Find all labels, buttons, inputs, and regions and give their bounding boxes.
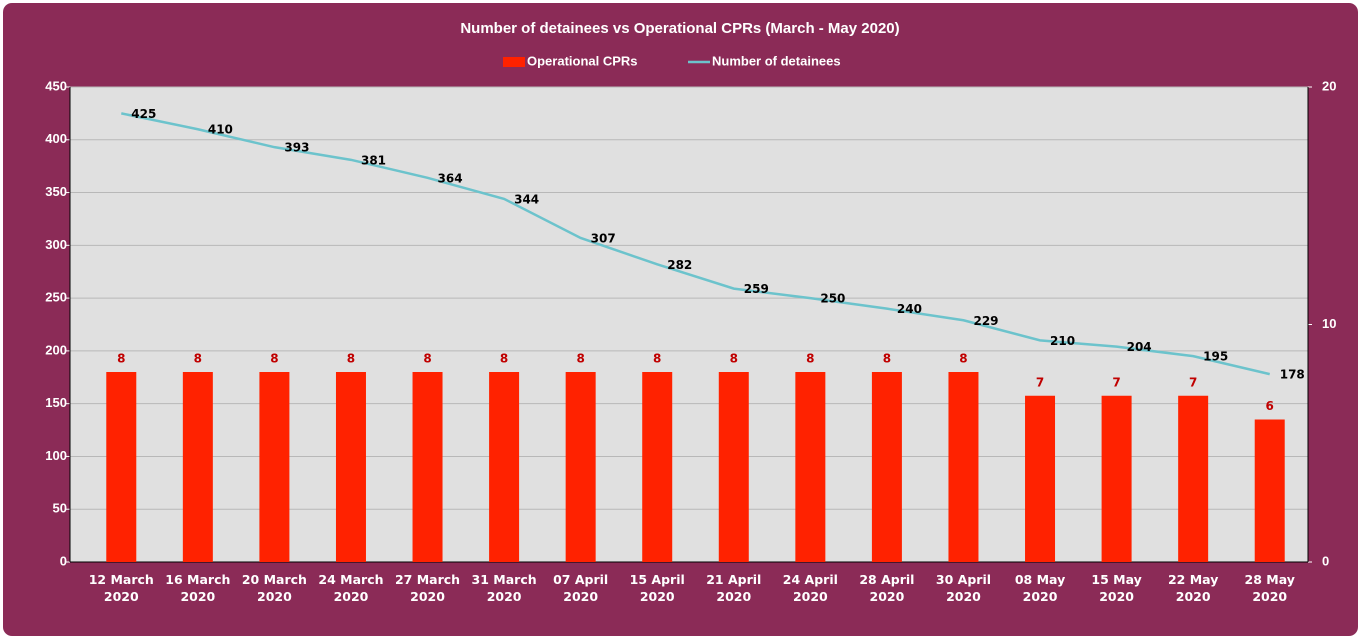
bar-value-label: 6	[1266, 399, 1274, 413]
y-tick-label: 450	[45, 78, 67, 93]
y2-tick-label: 10	[1322, 316, 1336, 331]
bar	[489, 372, 520, 562]
legend-label: Number of detainees	[712, 53, 841, 68]
line-value-label: 240	[897, 302, 922, 316]
x-tick-label: 21 April 2020	[706, 572, 762, 604]
x-tick-label: 27 March 2020	[394, 572, 461, 604]
bar	[1025, 395, 1056, 562]
bar	[182, 372, 213, 562]
y-tick-label: 250	[45, 290, 67, 305]
bar-value-label: 8	[806, 352, 814, 366]
y-tick-label: 300	[45, 237, 67, 252]
y-tick-label: 350	[45, 184, 67, 199]
line-value-label: 381	[361, 153, 386, 167]
line-value-label: 259	[744, 282, 769, 296]
legend-label: Operational CPRs	[527, 53, 638, 68]
bar-value-label: 8	[730, 352, 738, 366]
chart-title: Number of detainees vs Operational CPRs …	[460, 20, 899, 37]
x-tick-label: 30 April 2020	[935, 572, 992, 604]
bar	[1178, 395, 1209, 562]
bar-value-label: 8	[959, 352, 967, 366]
bar-value-label: 8	[653, 352, 661, 366]
bar-value-label: 7	[1112, 375, 1120, 389]
x-tick-label: 28 April 2020	[859, 572, 915, 604]
x-tick-label: 28 May 2020	[1244, 572, 1295, 604]
x-tick-label: 22 May 2020	[1167, 572, 1219, 604]
y-tick-label: 0	[60, 553, 67, 568]
bar	[871, 372, 902, 562]
line-value-label: 425	[131, 107, 156, 121]
y-tick-label: 400	[45, 131, 67, 146]
bar-value-label: 7	[1189, 375, 1197, 389]
bar	[335, 372, 366, 562]
bar-value-label: 8	[117, 352, 125, 366]
bar-value-label: 8	[194, 352, 202, 366]
y2-tick-label: 0	[1322, 553, 1329, 568]
x-tick-label: 12 March 2020	[88, 572, 154, 604]
bar-value-label: 8	[576, 352, 584, 366]
x-tick-label: 07 April 2020	[553, 572, 609, 604]
bar-value-label: 8	[423, 352, 431, 366]
x-tick-label: 08 May 2020	[1014, 572, 1066, 604]
y-tick-label: 200	[45, 342, 67, 357]
bar	[642, 372, 673, 562]
line-value-label: 393	[284, 141, 309, 155]
bar	[1254, 419, 1285, 562]
line-value-label: 210	[1050, 334, 1075, 348]
bar	[718, 372, 749, 562]
bar	[412, 372, 443, 562]
y-tick-label: 150	[45, 395, 67, 410]
y2-tick-label: 20	[1322, 78, 1336, 93]
line-value-label: 195	[1203, 350, 1228, 364]
bar	[948, 372, 979, 562]
x-tick-label: 24 March 2020	[318, 572, 384, 604]
line-value-label: 364	[438, 171, 463, 185]
bar-value-label: 8	[883, 352, 891, 366]
bar	[795, 372, 826, 562]
line-value-label: 204	[1127, 340, 1152, 354]
bar-value-label: 8	[347, 352, 355, 366]
x-tick-label: 31 March 2020	[471, 572, 537, 604]
bar-value-label: 7	[1036, 375, 1044, 389]
y-tick-label: 50	[53, 501, 67, 516]
bar	[106, 372, 137, 562]
x-tick-label: 15 May 2020	[1091, 572, 1142, 604]
line-value-label: 307	[591, 231, 616, 245]
bar	[1101, 395, 1132, 562]
line-value-label: 229	[973, 314, 998, 328]
line-value-label: 250	[820, 292, 845, 306]
bar-value-label: 8	[270, 352, 278, 366]
line	[121, 112, 1271, 376]
y-tick-label: 100	[45, 448, 67, 463]
x-tick-label: 20 March 2020	[241, 572, 307, 604]
x-tick-label: 15 April 2020	[629, 572, 685, 604]
line-value-label: 282	[667, 258, 692, 272]
legend-swatch	[503, 57, 525, 67]
line-value-label: 344	[514, 192, 539, 206]
line-value-label: 410	[208, 123, 233, 137]
x-tick-label: 16 March 2020	[165, 572, 231, 604]
line-value-label: 178	[1280, 368, 1305, 382]
bar	[565, 372, 596, 562]
bar	[259, 372, 290, 562]
bar-value-label: 8	[500, 352, 508, 366]
x-tick-label: 24 April 2020	[782, 572, 838, 604]
